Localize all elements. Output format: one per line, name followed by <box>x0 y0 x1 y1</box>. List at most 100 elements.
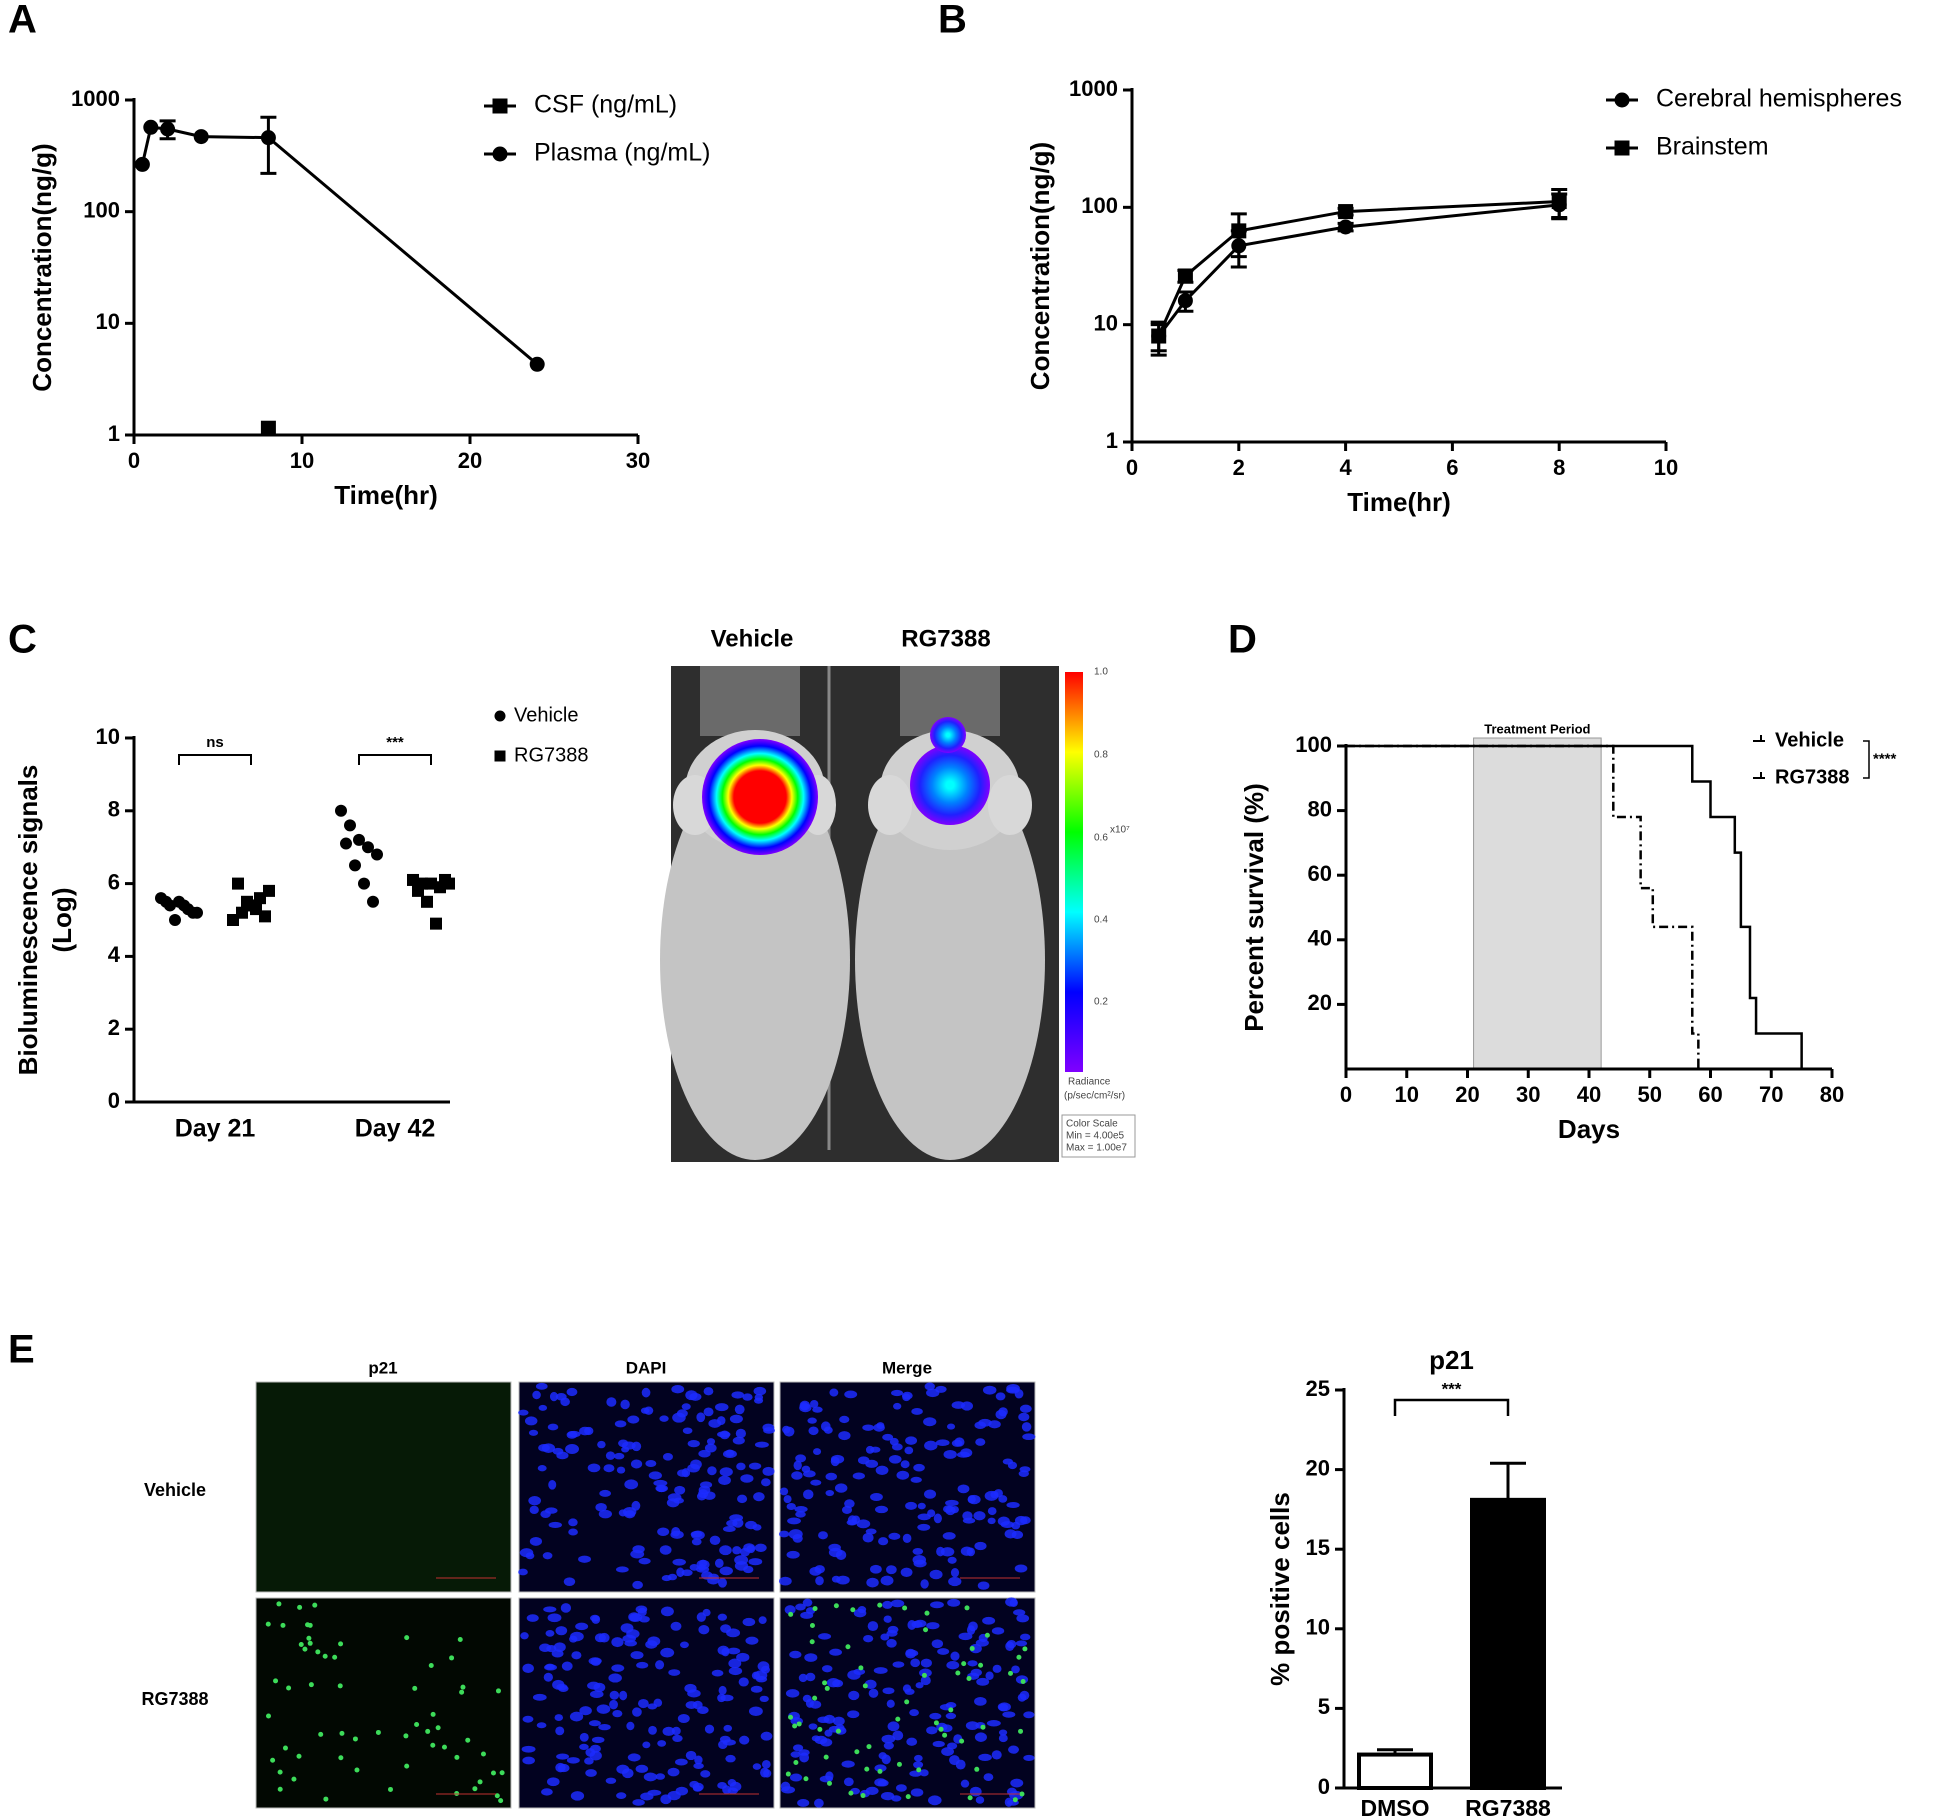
nucleus <box>1016 1614 1030 1623</box>
p21-cell <box>924 1610 930 1616</box>
nucleus <box>1009 1790 1024 1801</box>
p21-cell <box>308 1682 314 1688</box>
nucleus <box>1008 1745 1020 1754</box>
nucleus <box>905 1501 917 1510</box>
nucleus <box>692 1785 703 1792</box>
nucleus <box>909 1709 919 1717</box>
nucleus <box>704 1724 715 1734</box>
nucleus <box>541 1788 553 1796</box>
p21-cell <box>980 1724 986 1730</box>
nucleus <box>962 1517 976 1524</box>
p21-cell <box>854 1749 860 1755</box>
nucleus <box>991 1627 1005 1635</box>
marker <box>187 906 199 919</box>
nucleus <box>605 1777 617 1784</box>
p21-cell <box>266 1713 272 1719</box>
p21-cell <box>297 1604 303 1610</box>
colorbar-tick: 0.4 <box>1094 915 1108 926</box>
nucleus <box>881 1734 896 1744</box>
panel-label: C <box>8 618 37 662</box>
nucleus <box>754 1397 764 1404</box>
marker <box>232 877 244 890</box>
nucleus <box>754 1441 769 1448</box>
legend-label: Plasma (ng/mL) <box>534 139 710 167</box>
nucleus <box>535 1382 548 1390</box>
nucleus <box>880 1575 894 1586</box>
nucleus <box>960 1779 970 1788</box>
nucleus <box>520 1632 529 1640</box>
nucleus <box>826 1677 841 1688</box>
nucleus <box>886 1565 897 1575</box>
nucleus <box>896 1470 910 1480</box>
nucleus <box>546 1644 557 1653</box>
micrograph <box>779 1381 1036 1593</box>
x-tick-label: 0 <box>1340 1082 1352 1107</box>
nucleus <box>911 1620 923 1629</box>
nucleus <box>983 1773 994 1781</box>
nucleus <box>926 1726 938 1735</box>
nucleus <box>611 1637 624 1648</box>
nucleus <box>555 1392 567 1401</box>
nucleus <box>888 1454 902 1464</box>
p21-cell <box>850 1607 856 1613</box>
nucleus <box>553 1642 566 1652</box>
nucleus <box>838 1431 851 1441</box>
nucleus <box>958 1632 973 1641</box>
color-scale: Color Scale <box>1066 1119 1118 1130</box>
p21-cell <box>318 1731 324 1737</box>
nucleus <box>1014 1564 1028 1573</box>
nucleus <box>638 1557 651 1565</box>
nucleus <box>681 1569 693 1577</box>
nucleus <box>848 1690 860 1701</box>
p21-cell <box>1008 1670 1014 1676</box>
nucleus <box>657 1527 670 1537</box>
nucleus <box>546 1777 560 1787</box>
nucleus <box>538 1404 548 1411</box>
p21-cell <box>967 1795 973 1801</box>
p21-cell <box>860 1793 866 1799</box>
nucleus <box>675 1758 688 1766</box>
x-tick-label: 50 <box>1638 1082 1662 1107</box>
nucleus <box>748 1462 762 1470</box>
nucleus <box>648 1725 657 1735</box>
nucleus <box>949 1755 960 1766</box>
nucleus <box>618 1439 629 1448</box>
nucleus <box>930 1601 944 1609</box>
nucleus <box>745 1636 759 1645</box>
nucleus <box>630 1459 643 1469</box>
nucleus <box>820 1421 831 1432</box>
nucleus <box>975 1438 986 1446</box>
nucleus <box>886 1638 897 1648</box>
nucleus <box>548 1480 557 1490</box>
nucleus <box>902 1533 912 1543</box>
data-line <box>1157 203 1560 337</box>
nucleus <box>917 1513 931 1521</box>
nucleus <box>886 1699 895 1708</box>
p21-cell <box>966 1676 972 1682</box>
p21-cell <box>435 1725 441 1731</box>
nucleus <box>967 1494 981 1505</box>
marker <box>344 819 356 832</box>
nucleus <box>616 1466 626 1474</box>
y-tick-label: 100 <box>1295 732 1332 757</box>
p21-cell <box>460 1684 466 1690</box>
nucleus <box>794 1505 808 1513</box>
nucleus <box>974 1732 987 1742</box>
marker <box>1151 328 1167 344</box>
survival-curve <box>1346 744 1700 1069</box>
nucleus <box>690 1459 702 1470</box>
p21-cell <box>785 1771 791 1777</box>
nucleus <box>700 1770 711 1778</box>
nucleus <box>736 1462 746 1471</box>
nucleus <box>932 1740 945 1748</box>
nucleus <box>718 1577 727 1588</box>
nucleus <box>910 1476 922 1483</box>
nucleus <box>661 1575 672 1582</box>
nucleus <box>620 1623 634 1633</box>
p21-cell <box>1020 1679 1026 1685</box>
nucleus <box>1004 1797 1013 1807</box>
x-tick-label: Day 42 <box>355 1115 436 1143</box>
nucleus <box>832 1716 845 1726</box>
nucleus <box>853 1668 866 1675</box>
